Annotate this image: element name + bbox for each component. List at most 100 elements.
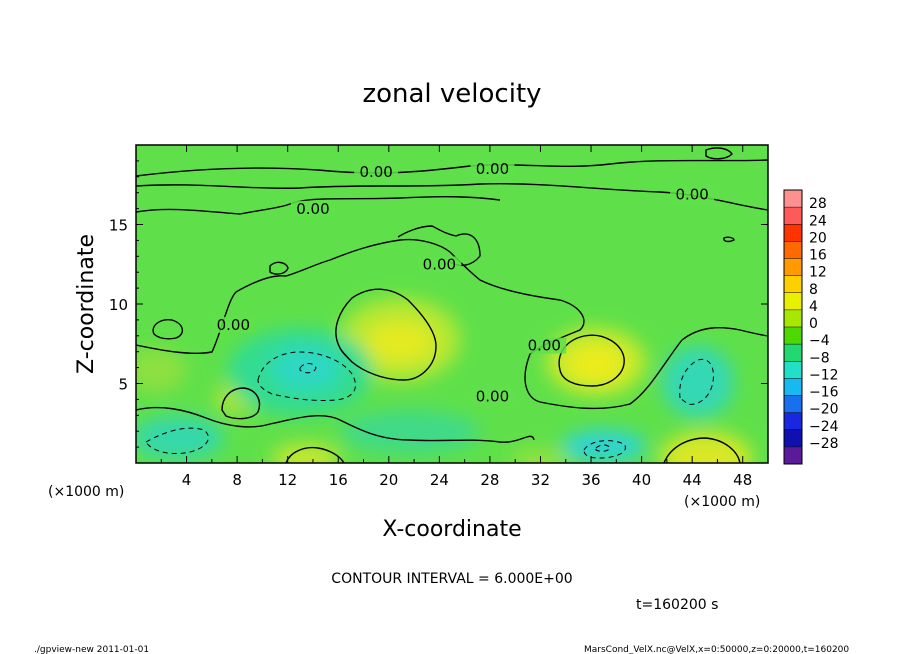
x-tick-label: 36	[581, 471, 600, 489]
colorbar-label: −28	[809, 436, 839, 452]
contour-line-zero	[397, 225, 481, 267]
colorbar-swatch	[784, 395, 802, 413]
contour-label: 0.00	[476, 387, 509, 405]
contour-label: 0.00	[359, 163, 392, 181]
colorbar-label: 16	[809, 248, 827, 264]
colorbar-swatch	[784, 429, 802, 447]
contour-label-bg	[670, 186, 715, 203]
x-tick-label: 8	[232, 471, 242, 489]
colorbar-swatch	[784, 190, 802, 208]
x-tick-label: 12	[278, 471, 297, 489]
time-label: t=160200 s	[636, 597, 718, 613]
x-tick-label: 20	[379, 471, 398, 489]
contour-lines-negative	[145, 351, 714, 459]
field-blob-negative	[136, 416, 224, 460]
colorbar-swatch	[784, 361, 802, 379]
colorbar-swatch	[784, 258, 802, 276]
contour-line-zero	[269, 261, 289, 275]
colorbar-swatch	[784, 344, 802, 362]
colorbar-swatch	[784, 378, 802, 396]
plot-area	[136, 145, 768, 463]
colorbar-label: −20	[809, 402, 839, 418]
contour-label: 0.00	[217, 316, 250, 334]
x-tick-label: 48	[733, 471, 752, 489]
contour-line-negative	[299, 363, 317, 374]
contour-line-negative	[679, 358, 714, 405]
contour-label: 0.00	[528, 337, 561, 355]
contour-label-bg	[290, 200, 335, 217]
colorbar-swatch	[784, 224, 802, 242]
x-tick-label: 16	[329, 471, 348, 489]
colorbar-swatch	[784, 207, 802, 225]
colorbar-label: −12	[809, 367, 839, 383]
contour-line-negative	[257, 351, 356, 402]
contour-label: 0.00	[423, 255, 456, 273]
contour-line-negative	[145, 427, 209, 455]
x-tick-label: 4	[182, 471, 192, 489]
contour-label: 0.00	[296, 200, 329, 218]
colorbar-label: −4	[809, 333, 830, 349]
colorbar-label: −8	[809, 350, 830, 366]
contour-label: 0.00	[476, 160, 509, 178]
x-axis-ticks: 4 8 12 16 20 24 28 32 36 40 44 48	[160, 145, 752, 489]
colorbar-swatch	[784, 292, 802, 310]
y-tick-label: 10	[109, 296, 128, 314]
field-blob-positive	[366, 322, 434, 362]
field-blob-negative	[562, 430, 646, 462]
contour-line-negative	[583, 440, 626, 459]
x-tick-label: 28	[480, 471, 499, 489]
field-blob-negative	[272, 346, 340, 390]
contour-line-zero	[152, 319, 183, 340]
contour-interval-note: CONTOUR INTERVAL = 6.000E+00	[331, 571, 572, 587]
x-unit-label-left: (×1000 m)	[48, 484, 124, 500]
colorbar-label: 8	[809, 282, 818, 298]
colorbar-label: −16	[809, 385, 839, 401]
contour-label-bg	[211, 316, 256, 333]
colorbar-label: 4	[809, 299, 818, 315]
x-tick-label: 44	[683, 471, 702, 489]
contour-label-bg	[470, 161, 515, 178]
colorbar-swatch	[784, 327, 802, 345]
colorbar-swatch	[784, 412, 802, 430]
contour-line-zero	[558, 334, 625, 387]
x-unit-label-right: (×1000 m)	[684, 494, 760, 510]
y-axis-title: Z-coordinate	[74, 234, 99, 374]
colorbar-label: 0	[809, 316, 818, 332]
y-axis-ticks: 5 10 15	[109, 160, 768, 448]
y-tick-label: 15	[109, 217, 128, 235]
x-tick-label: 32	[531, 471, 550, 489]
field-blob-negative	[662, 346, 734, 418]
contour-label-bg	[417, 256, 462, 273]
footer-left: ./gpview-new 2011-01-01	[34, 645, 149, 654]
colorbar-label: 20	[809, 230, 827, 246]
colorbar-label: 12	[809, 265, 827, 281]
colorbar-label: 28	[809, 196, 827, 212]
x-axis-title: X-coordinate	[382, 517, 521, 542]
colorbar-swatch	[784, 241, 802, 259]
contour-label-bg	[470, 388, 515, 405]
contour-line-zero	[136, 159, 768, 177]
contour-labels: 0.00 0.00 0.00 0.00 0.00 0.00 0.00 0.00	[211, 160, 715, 405]
field-blob-positive	[136, 348, 186, 392]
contour-label: 0.00	[675, 185, 708, 203]
colorbar-swatch	[784, 446, 802, 464]
colorbar-swatch	[784, 309, 802, 327]
colorbar-label: −24	[809, 419, 839, 435]
contour-line-zero	[285, 446, 345, 463]
contour-label-bg	[354, 164, 399, 181]
contour-line-zero	[705, 147, 733, 160]
contour-line-zero	[136, 238, 768, 410]
contour-line-zero	[221, 387, 261, 420]
contour-label-bg	[522, 337, 567, 354]
contour-line-zero	[663, 437, 741, 463]
colorbar-label: 24	[809, 213, 827, 229]
colorbar-swatch	[784, 275, 802, 293]
x-tick-label: 24	[430, 471, 449, 489]
y-tick-label: 5	[118, 376, 128, 394]
footer-right: MarsCond_VelX.nc@VelX,x=0:50000,z=0:2000…	[584, 645, 849, 654]
contour-line-negative	[595, 444, 611, 452]
x-tick-label: 40	[632, 471, 651, 489]
contour-line-zero	[723, 236, 735, 243]
